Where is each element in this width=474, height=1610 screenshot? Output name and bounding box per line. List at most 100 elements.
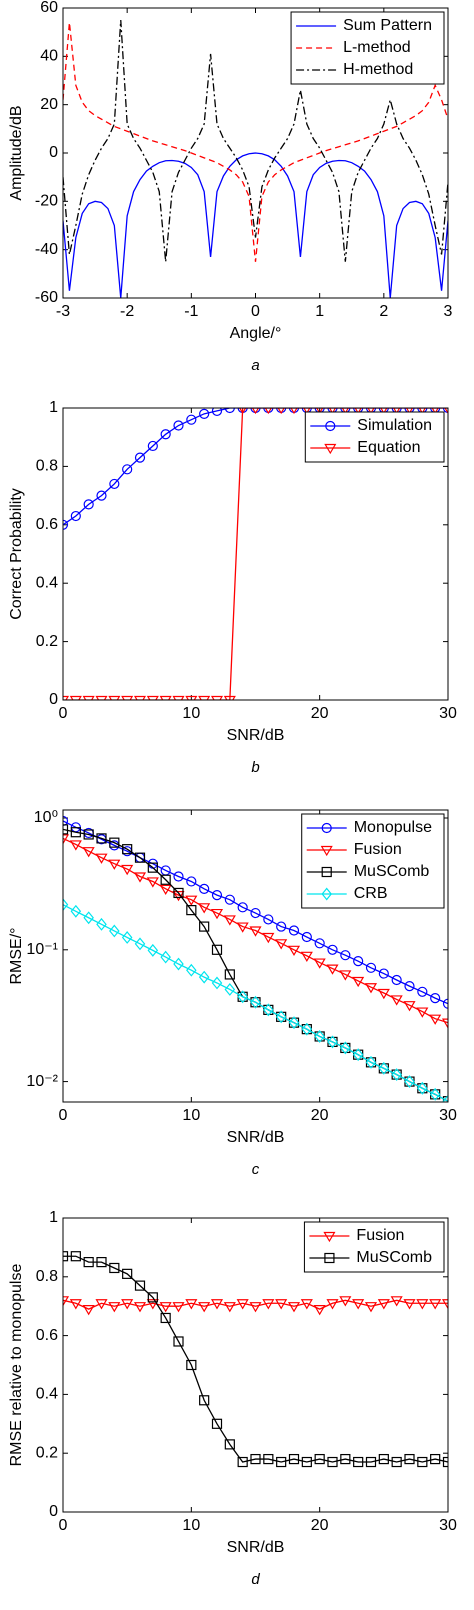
marker [303, 408, 311, 415]
marker [147, 1292, 158, 1303]
marker [403, 1299, 416, 1310]
marker [198, 970, 210, 984]
marker [63, 834, 70, 845]
marker [391, 974, 402, 986]
marker [276, 921, 287, 932]
marker [275, 1010, 287, 1024]
series-line [63, 20, 448, 262]
marker [378, 968, 389, 979]
y-axis-label: Amplitude/dB [8, 105, 25, 200]
marker [146, 877, 159, 888]
marker [429, 1087, 441, 1101]
marker [377, 1299, 390, 1310]
subplot: 0 10 20 30 0 0.2 0.4 0.6 0.8 1 SNR/dB RMSE relative… [8, 1209, 457, 1588]
y-axis-label: RMSE/° [8, 927, 25, 984]
marker [147, 862, 158, 873]
marker [223, 915, 236, 926]
marker [133, 1302, 147, 1313]
marker [96, 917, 107, 931]
marker [352, 1299, 365, 1310]
y-axis-label: Correct Probability [8, 488, 25, 620]
marker [300, 951, 313, 963]
marker [173, 887, 184, 899]
marker [418, 408, 426, 415]
y-tick-label: 0.8 [36, 458, 58, 475]
marker [378, 1453, 389, 1465]
subplot: -3 -2 -1 0 1 2 3 -60 -40 -20 0 20 40 60 Angle/° Amplitu… [8, 0, 452, 374]
y-tick-label: 20 [40, 96, 58, 113]
marker [69, 695, 82, 700]
marker [134, 852, 146, 863]
marker [211, 976, 223, 990]
marker [185, 1299, 198, 1310]
marker [275, 1299, 288, 1310]
marker [173, 957, 184, 971]
marker [287, 1302, 301, 1313]
y-tick-label: 0.4 [36, 574, 58, 591]
marker [223, 1302, 236, 1313]
marker [417, 1456, 428, 1468]
series-line [63, 837, 448, 1024]
marker [121, 864, 134, 876]
marker [82, 847, 95, 858]
marker [172, 695, 185, 700]
legend-label: L-method [343, 39, 411, 56]
x-axis-label: Angle/° [230, 325, 282, 342]
series-group [63, 815, 448, 1102]
marker [300, 1299, 313, 1310]
marker [109, 1262, 120, 1274]
marker [70, 827, 81, 838]
caption: a [251, 357, 259, 374]
axes-frame [62, 1217, 449, 1513]
marker [146, 695, 159, 700]
marker [122, 1268, 133, 1279]
marker [327, 1035, 338, 1049]
marker [159, 884, 172, 896]
marker [340, 1041, 351, 1055]
y-tick-label: 0.2 [36, 1444, 58, 1461]
marker [83, 1256, 94, 1268]
x-tick-label: 10 [182, 705, 200, 722]
marker [321, 887, 332, 901]
marker [275, 939, 288, 950]
marker [444, 408, 448, 415]
marker [404, 981, 415, 992]
marker [391, 1456, 402, 1468]
marker [186, 905, 197, 916]
marker [63, 1251, 69, 1262]
marker [69, 840, 82, 851]
marker [83, 829, 94, 840]
marker [365, 1055, 377, 1069]
marker [160, 874, 171, 885]
marker [324, 443, 337, 455]
x-tick-label: 30 [439, 705, 457, 722]
y-tick-label: 40 [40, 48, 58, 65]
marker [325, 420, 336, 432]
marker [186, 963, 197, 977]
marker [160, 1312, 171, 1324]
x-tick-label: 1 [315, 303, 324, 320]
marker [63, 824, 69, 835]
marker [365, 962, 377, 973]
series-line [63, 1299, 448, 1310]
marker [122, 844, 133, 855]
marker [353, 956, 364, 967]
marker [70, 904, 82, 918]
marker [277, 408, 285, 415]
marker [313, 958, 326, 969]
marker [95, 853, 108, 864]
series-group [63, 1251, 448, 1468]
marker [417, 1081, 428, 1095]
marker [250, 907, 261, 919]
marker [405, 408, 414, 415]
marker [314, 1453, 325, 1465]
y-tick-label: 0.8 [36, 1268, 58, 1285]
marker [224, 894, 235, 905]
marker [147, 440, 158, 452]
marker [70, 510, 81, 522]
axes-frame [62, 407, 449, 701]
marker [186, 414, 197, 425]
y-tick-label: 0 [49, 691, 58, 708]
y-tick-label: 0.2 [36, 633, 58, 650]
marker [326, 964, 339, 975]
